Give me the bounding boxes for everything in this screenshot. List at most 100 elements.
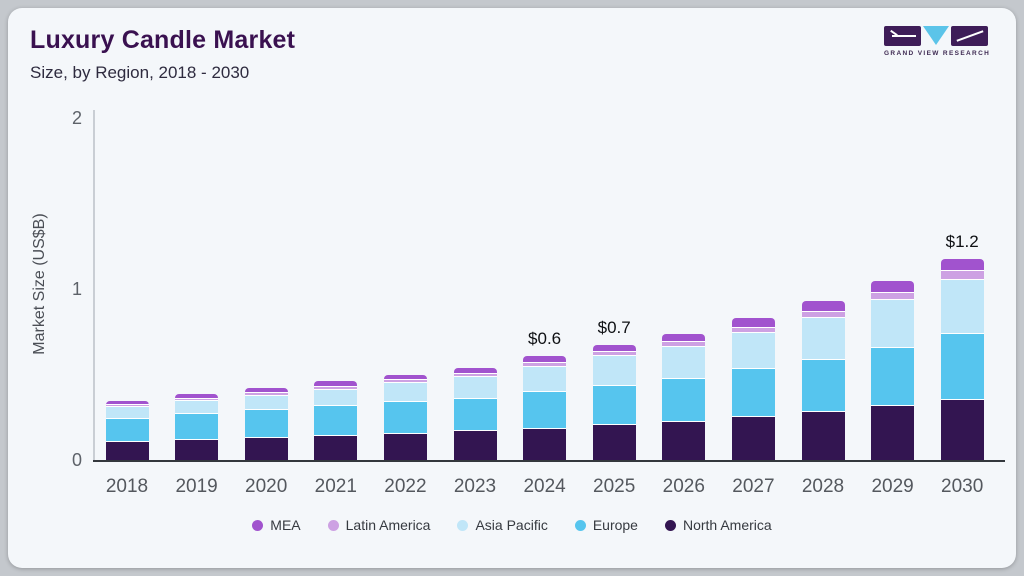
segment-latin-america (940, 271, 984, 280)
segment-asia-pacific (175, 401, 219, 415)
segment-europe (523, 392, 567, 429)
legend-label: MEA (270, 517, 301, 533)
gvr-logo-marks (884, 26, 988, 46)
segment-mea (592, 345, 636, 352)
segment-asia-pacific (244, 395, 288, 411)
x-axis-label-2025: 2025 (593, 476, 636, 497)
segment-asia-pacific (940, 279, 984, 334)
segment-asia-pacific (592, 356, 636, 387)
y-tick-label: 2 (71, 108, 82, 128)
segment-asia-pacific (523, 366, 567, 393)
segment-latin-america (731, 327, 775, 333)
segment-europe (940, 333, 984, 401)
bar-2022 (383, 374, 427, 460)
legend-swatch-icon (457, 519, 469, 531)
segment-mea (731, 318, 775, 328)
gvr-logo-v-icon (923, 26, 949, 45)
legend-label: Latin America (345, 517, 431, 533)
segment-asia-pacific (453, 377, 497, 399)
segment-north-america (523, 429, 567, 460)
legend-swatch-icon (252, 519, 264, 531)
segment-europe (592, 386, 636, 426)
segment-north-america (592, 425, 636, 460)
segment-europe (314, 406, 358, 436)
legend-item-mea: MEA (252, 517, 301, 533)
chart-card: Luxury Candle Market Size, by Region, 20… (8, 8, 1016, 568)
x-axis-label-2018: 2018 (105, 476, 149, 497)
segment-north-america (731, 416, 775, 460)
bar-2028 (801, 301, 845, 460)
x-axis-label-2024: 2024 (523, 476, 566, 497)
segment-europe (453, 398, 497, 432)
x-axis-label-2019: 2019 (175, 476, 218, 497)
segment-mea (523, 356, 567, 363)
legend-swatch-icon (664, 519, 676, 531)
bar-2020 (244, 388, 288, 460)
x-axis-label-2020: 2020 (245, 476, 288, 497)
legend-label: Asia Pacific (475, 517, 548, 533)
segment-north-america (453, 431, 497, 460)
segment-latin-america (801, 311, 845, 318)
segment-north-america (175, 439, 219, 460)
segment-mea (244, 388, 288, 393)
segment-latin-america (383, 380, 427, 384)
segment-latin-america (175, 398, 219, 402)
segment-europe (731, 369, 775, 417)
segment-north-america (105, 441, 149, 460)
segment-europe (383, 402, 427, 434)
legend-item-asia-pacific: Asia Pacific (457, 517, 548, 533)
segment-latin-america (453, 373, 497, 378)
segment-asia-pacific (801, 317, 845, 360)
bar-total-label-2030: $1.2 (945, 231, 979, 251)
segment-latin-america (592, 351, 636, 357)
y-tick-label: 0 (71, 450, 82, 470)
segment-mea (801, 301, 845, 312)
x-axis-label-2026: 2026 (662, 476, 705, 497)
legend: MEA Latin America Asia Pacific Europe North … (8, 517, 1016, 533)
bar-2025 (592, 345, 636, 460)
segment-latin-america (662, 342, 706, 347)
segment-latin-america (871, 293, 915, 300)
bar-total-label-2024: $0.6 (528, 329, 562, 349)
x-axis-label-2030: 2030 (941, 476, 984, 497)
gvr-logo-g-icon (884, 26, 921, 46)
segment-north-america (940, 400, 984, 460)
segment-asia-pacific (731, 332, 775, 370)
x-axis-label-2029: 2029 (871, 476, 914, 497)
legend-label: North America (682, 517, 772, 533)
segment-europe (175, 414, 219, 440)
bar-2018 (105, 401, 149, 460)
segment-latin-america (523, 362, 567, 367)
bar-2026 (662, 333, 706, 460)
segment-mea (940, 259, 984, 272)
segment-mea (175, 394, 219, 399)
segment-mea (383, 374, 427, 381)
gvr-logo-r-icon (951, 26, 988, 46)
page-title: Luxury Candle Market (30, 26, 296, 54)
bar-2029 (871, 281, 915, 460)
x-axis-line (93, 460, 1005, 462)
segment-north-america (801, 411, 845, 460)
bar-2023 (453, 367, 497, 460)
segment-asia-pacific (662, 346, 706, 379)
page-subtitle: Size, by Region, 2018 - 2030 (30, 63, 250, 82)
bar-2019 (175, 394, 219, 460)
segment-north-america (383, 433, 427, 460)
legend-item-latin-america: Latin America (327, 517, 431, 533)
legend-item-europe: Europe (574, 517, 638, 533)
segment-mea (871, 281, 915, 294)
segment-mea (662, 333, 706, 343)
segment-asia-pacific (871, 299, 915, 348)
bar-total-label-2025: $0.7 (597, 317, 631, 337)
segment-asia-pacific (383, 383, 427, 403)
segment-north-america (662, 422, 706, 460)
legend-label: Europe (592, 517, 638, 533)
bar-2027 (731, 318, 775, 460)
gvr-logo: GRAND VIEW RESEARCH (884, 26, 991, 57)
gvr-logo-text: GRAND VIEW RESEARCH (884, 50, 991, 57)
x-axis-label-2022: 2022 (384, 476, 427, 497)
y-tick-label: 1 (71, 279, 82, 299)
legend-item-north-america: North America (664, 517, 772, 533)
x-axis-label-2023: 2023 (453, 476, 497, 497)
